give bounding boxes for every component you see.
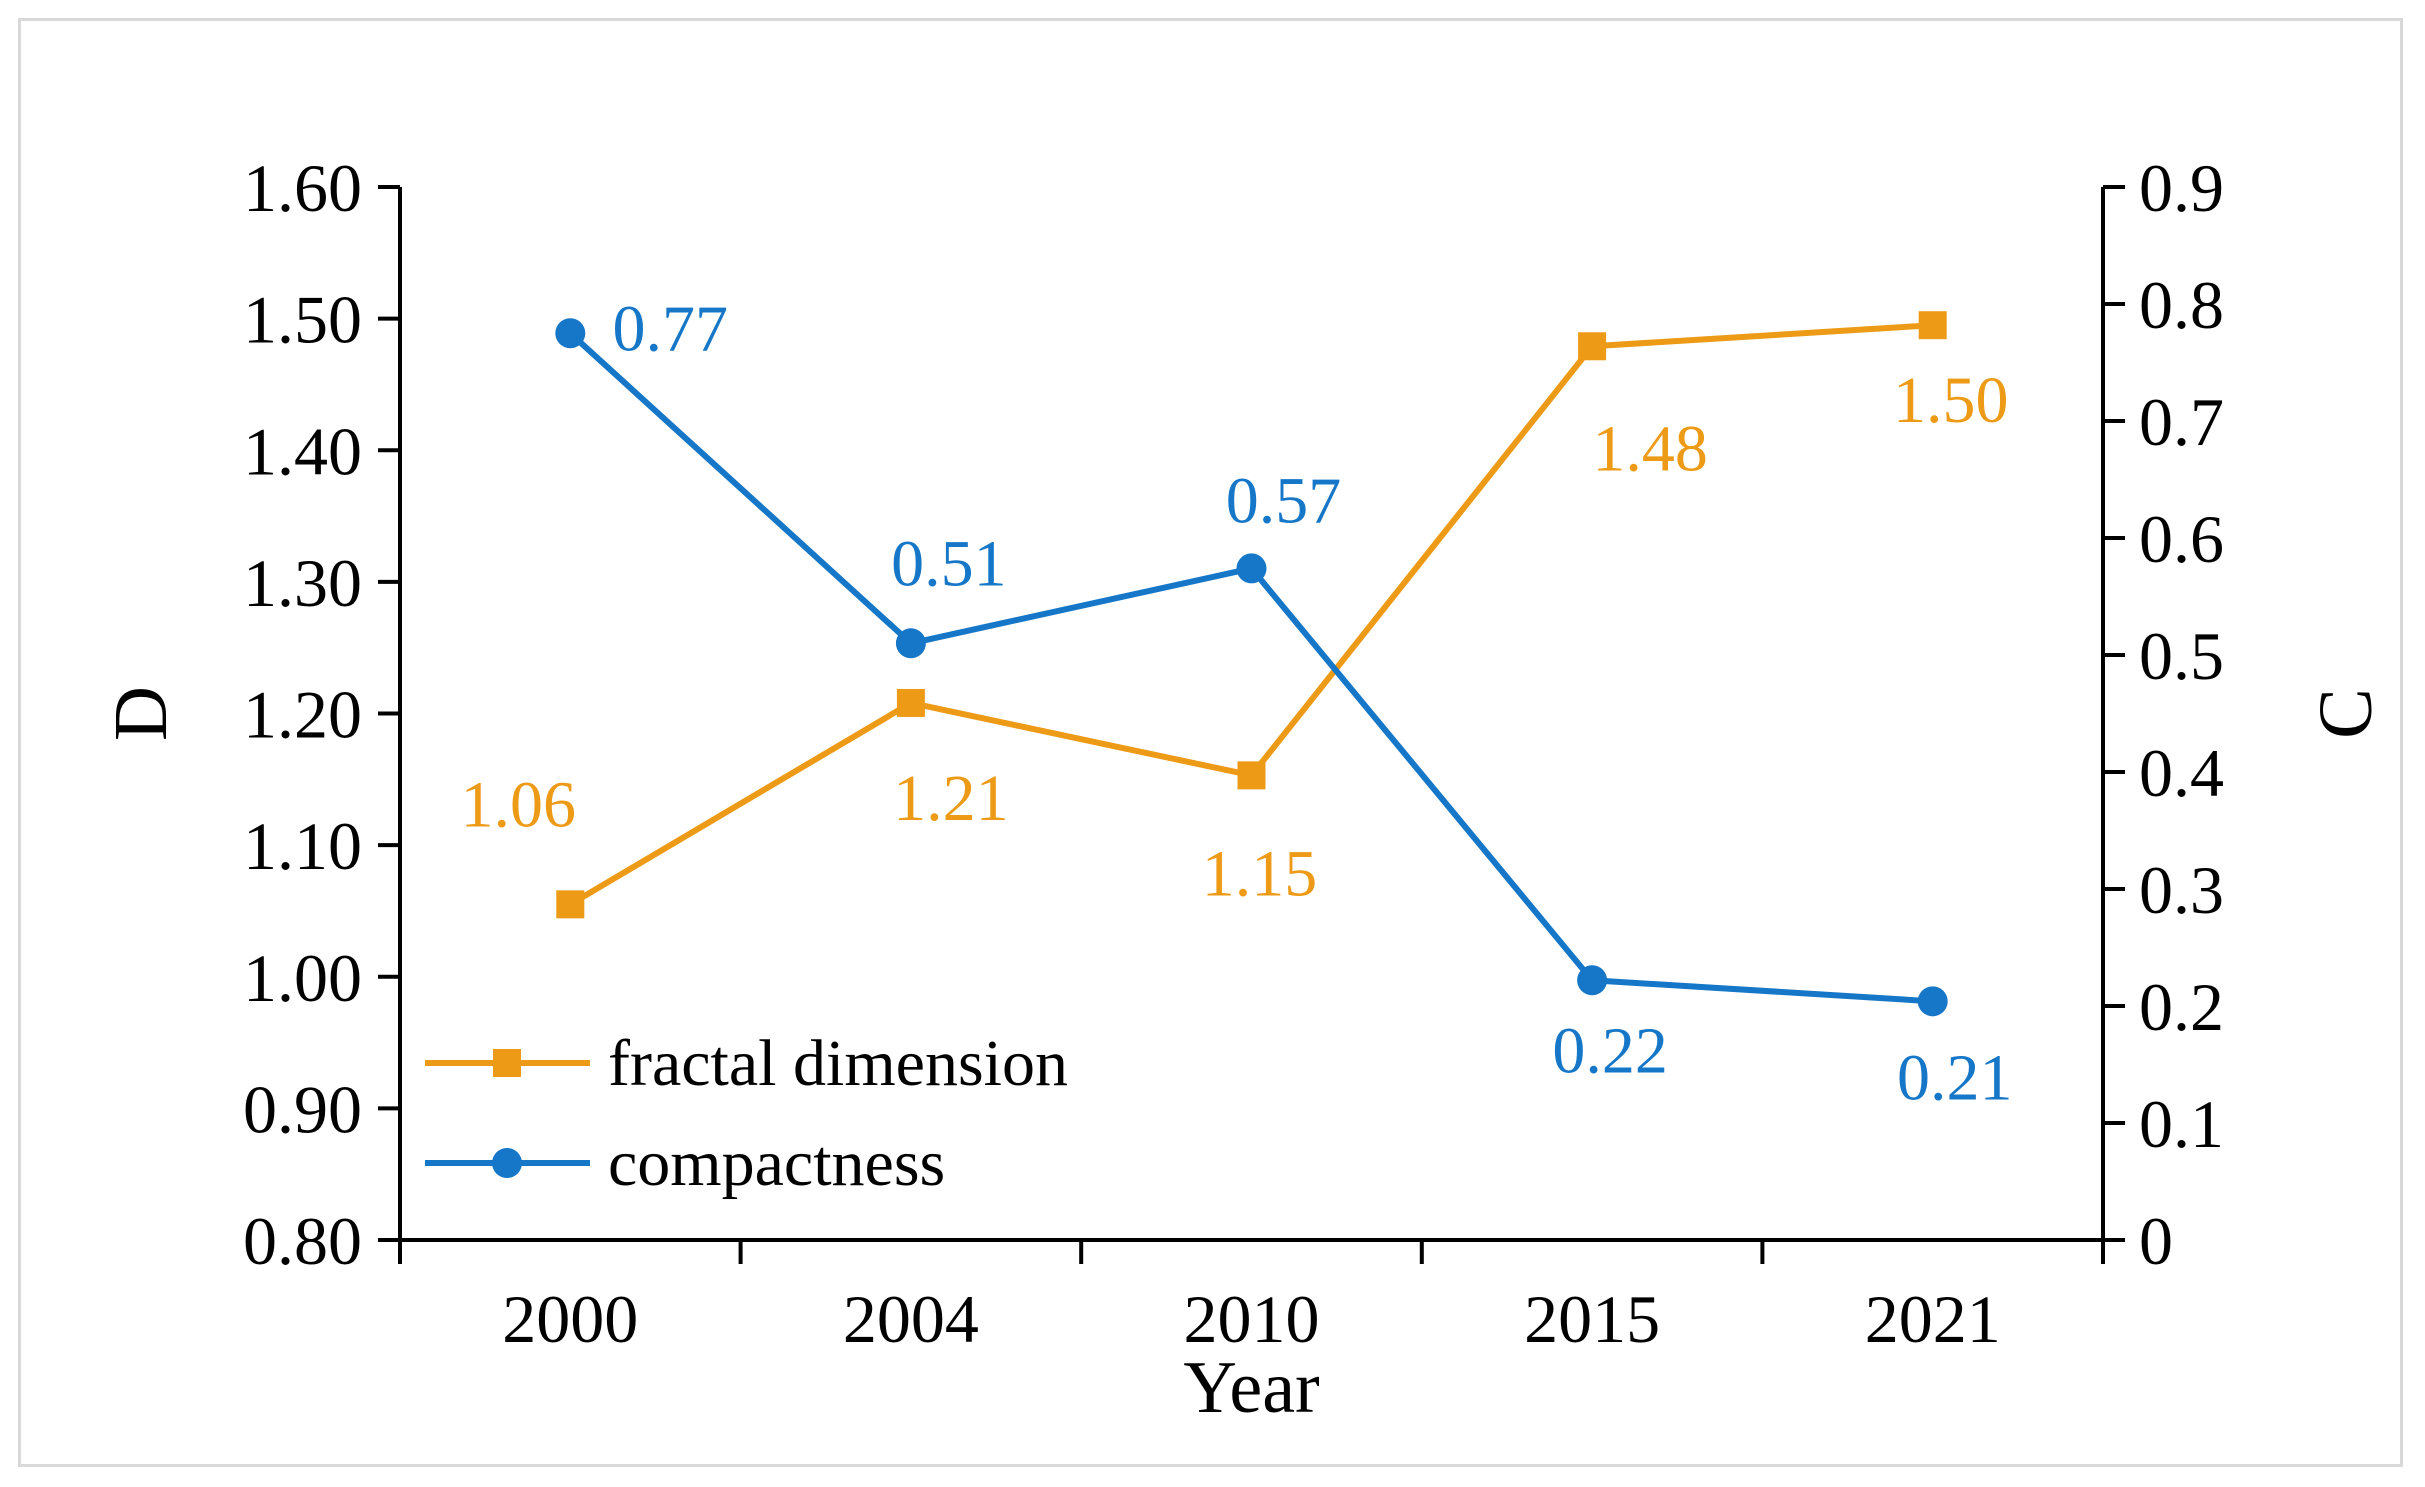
compactness-data-label: 0.22: [1552, 1014, 1668, 1087]
x-tick-label: 2000: [502, 1281, 638, 1357]
fractal-dimension-point: [1237, 761, 1266, 790]
left-y-tick-label: 0.90: [243, 1071, 362, 1147]
fractal-dimension-data-label: 1.48: [1592, 412, 1708, 485]
compactness-data-label: 0.77: [613, 292, 729, 365]
fractal-dimension-data-label: 1.50: [1893, 364, 2009, 437]
right-y-tick-label: 0.7: [2139, 384, 2224, 460]
fractal-dimension-point: [1578, 332, 1607, 361]
left-y-tick-label: 1.30: [243, 545, 362, 621]
fractal-dimension-data-label: 1.21: [893, 762, 1009, 835]
left-y-tick-label: 0.80: [243, 1203, 362, 1279]
fractal-dimension-series-line: [568, 322, 1933, 907]
x-tick-label: 2015: [1524, 1281, 1660, 1357]
right-y-tick-label: 0.8: [2139, 267, 2224, 343]
x-tick-label: 2004: [843, 1281, 979, 1357]
right-y-tick-label: 0.2: [2139, 969, 2224, 1045]
compactness-point: [1577, 965, 1608, 996]
left-y-axis-title: D: [99, 686, 183, 741]
compactness-point: [895, 628, 926, 659]
compactness-point: [1236, 553, 1267, 584]
compactness-data-label: 0.57: [1226, 464, 1342, 537]
left-y-tick-label: 1.00: [243, 940, 362, 1016]
right-y-tick-label: 0.6: [2139, 501, 2224, 577]
right-y-tick-label: 0: [2139, 1203, 2173, 1279]
fractal-dimension-point: [896, 688, 925, 717]
fractal-dimension-data-label: 1.15: [1202, 837, 1318, 910]
left-y-tick-label: 1.60: [243, 150, 362, 226]
right-y-axis-title: C: [2304, 688, 2388, 739]
compactness-point: [555, 318, 586, 349]
fractal-dimension-point: [556, 890, 585, 919]
compactness-point: [1917, 986, 1948, 1017]
right-y-tick-label: 0.9: [2139, 150, 2224, 226]
left-y-tick-label: 1.20: [243, 677, 362, 753]
legend-marker: [492, 1148, 522, 1178]
left-y-tick-label: 1.10: [243, 808, 362, 884]
right-y-tick-label: 0.4: [2139, 735, 2224, 811]
left-y-tick-label: 1.40: [243, 413, 362, 489]
legend-label: fractal dimension: [608, 1027, 1068, 1100]
chart-frame: [18, 18, 2403, 1467]
right-y-tick-label: 0.5: [2139, 618, 2224, 694]
compactness-data-label: 0.21: [1897, 1041, 2013, 1114]
right-y-tick-label: 0.3: [2139, 852, 2224, 928]
x-tick-label: 2010: [1184, 1281, 1320, 1357]
legend-label: compactness: [608, 1127, 945, 1200]
fractal-dimension-data-label: 1.06: [461, 768, 577, 841]
fractal-dimension-point: [1918, 311, 1947, 340]
left-y-tick-label: 1.50: [243, 282, 362, 358]
right-y-tick-label: 0.1: [2139, 1086, 2224, 1162]
x-axis-title: Year: [1183, 1347, 1319, 1429]
x-tick-label: 2021: [1865, 1281, 2001, 1357]
compactness-data-label: 0.51: [891, 527, 1007, 600]
legend-marker: [493, 1049, 521, 1077]
